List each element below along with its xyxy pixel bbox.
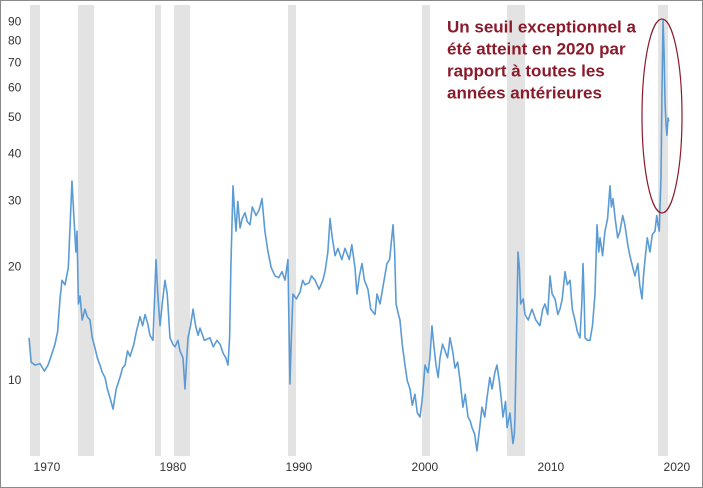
x-tick-label: 2000	[412, 460, 439, 474]
annotation-line: rapport à toutes les	[447, 61, 605, 80]
y-tick-label: 30	[8, 194, 22, 208]
ticks: 10 20 30 40 50 60 70 80 90 1970 1980 1990 2000 2010 20…	[8, 14, 691, 474]
recession-band	[174, 5, 191, 456]
y-tick-label: 60	[8, 81, 22, 95]
y-tick-label: 70	[8, 55, 22, 69]
annotation-line: années antérieures	[447, 83, 602, 102]
recession-bands	[30, 5, 668, 456]
x-tick-label: 1990	[286, 460, 313, 474]
annotation-line: été atteint en 2020 par	[447, 39, 626, 58]
series-line	[28, 19, 670, 452]
x-tick-label: 1970	[34, 460, 61, 474]
annotation: Un seuil exceptionnel a été atteint en 20…	[447, 17, 636, 102]
annotation-line: Un seuil exceptionnel a	[447, 17, 636, 36]
x-tick-label: 2010	[538, 460, 565, 474]
recession-band	[287, 5, 297, 456]
lines	[28, 19, 670, 452]
x-tick-label: 1980	[160, 460, 187, 474]
y-tick-label: 40	[8, 147, 22, 161]
y-tick-label: 90	[8, 14, 22, 28]
recession-band	[507, 5, 525, 456]
highlight-ellipse	[641, 18, 683, 214]
recession-band	[657, 5, 668, 456]
y-tick-label: 80	[8, 34, 22, 48]
y-tick-label: 50	[8, 110, 22, 124]
recession-band	[155, 5, 162, 456]
x-tick-label: 2020	[664, 460, 691, 474]
recession-band	[30, 5, 40, 456]
y-tick-label: 10	[8, 373, 22, 387]
recession-band	[421, 5, 430, 456]
y-tick-label: 20	[8, 260, 22, 274]
recession-band	[78, 5, 95, 456]
